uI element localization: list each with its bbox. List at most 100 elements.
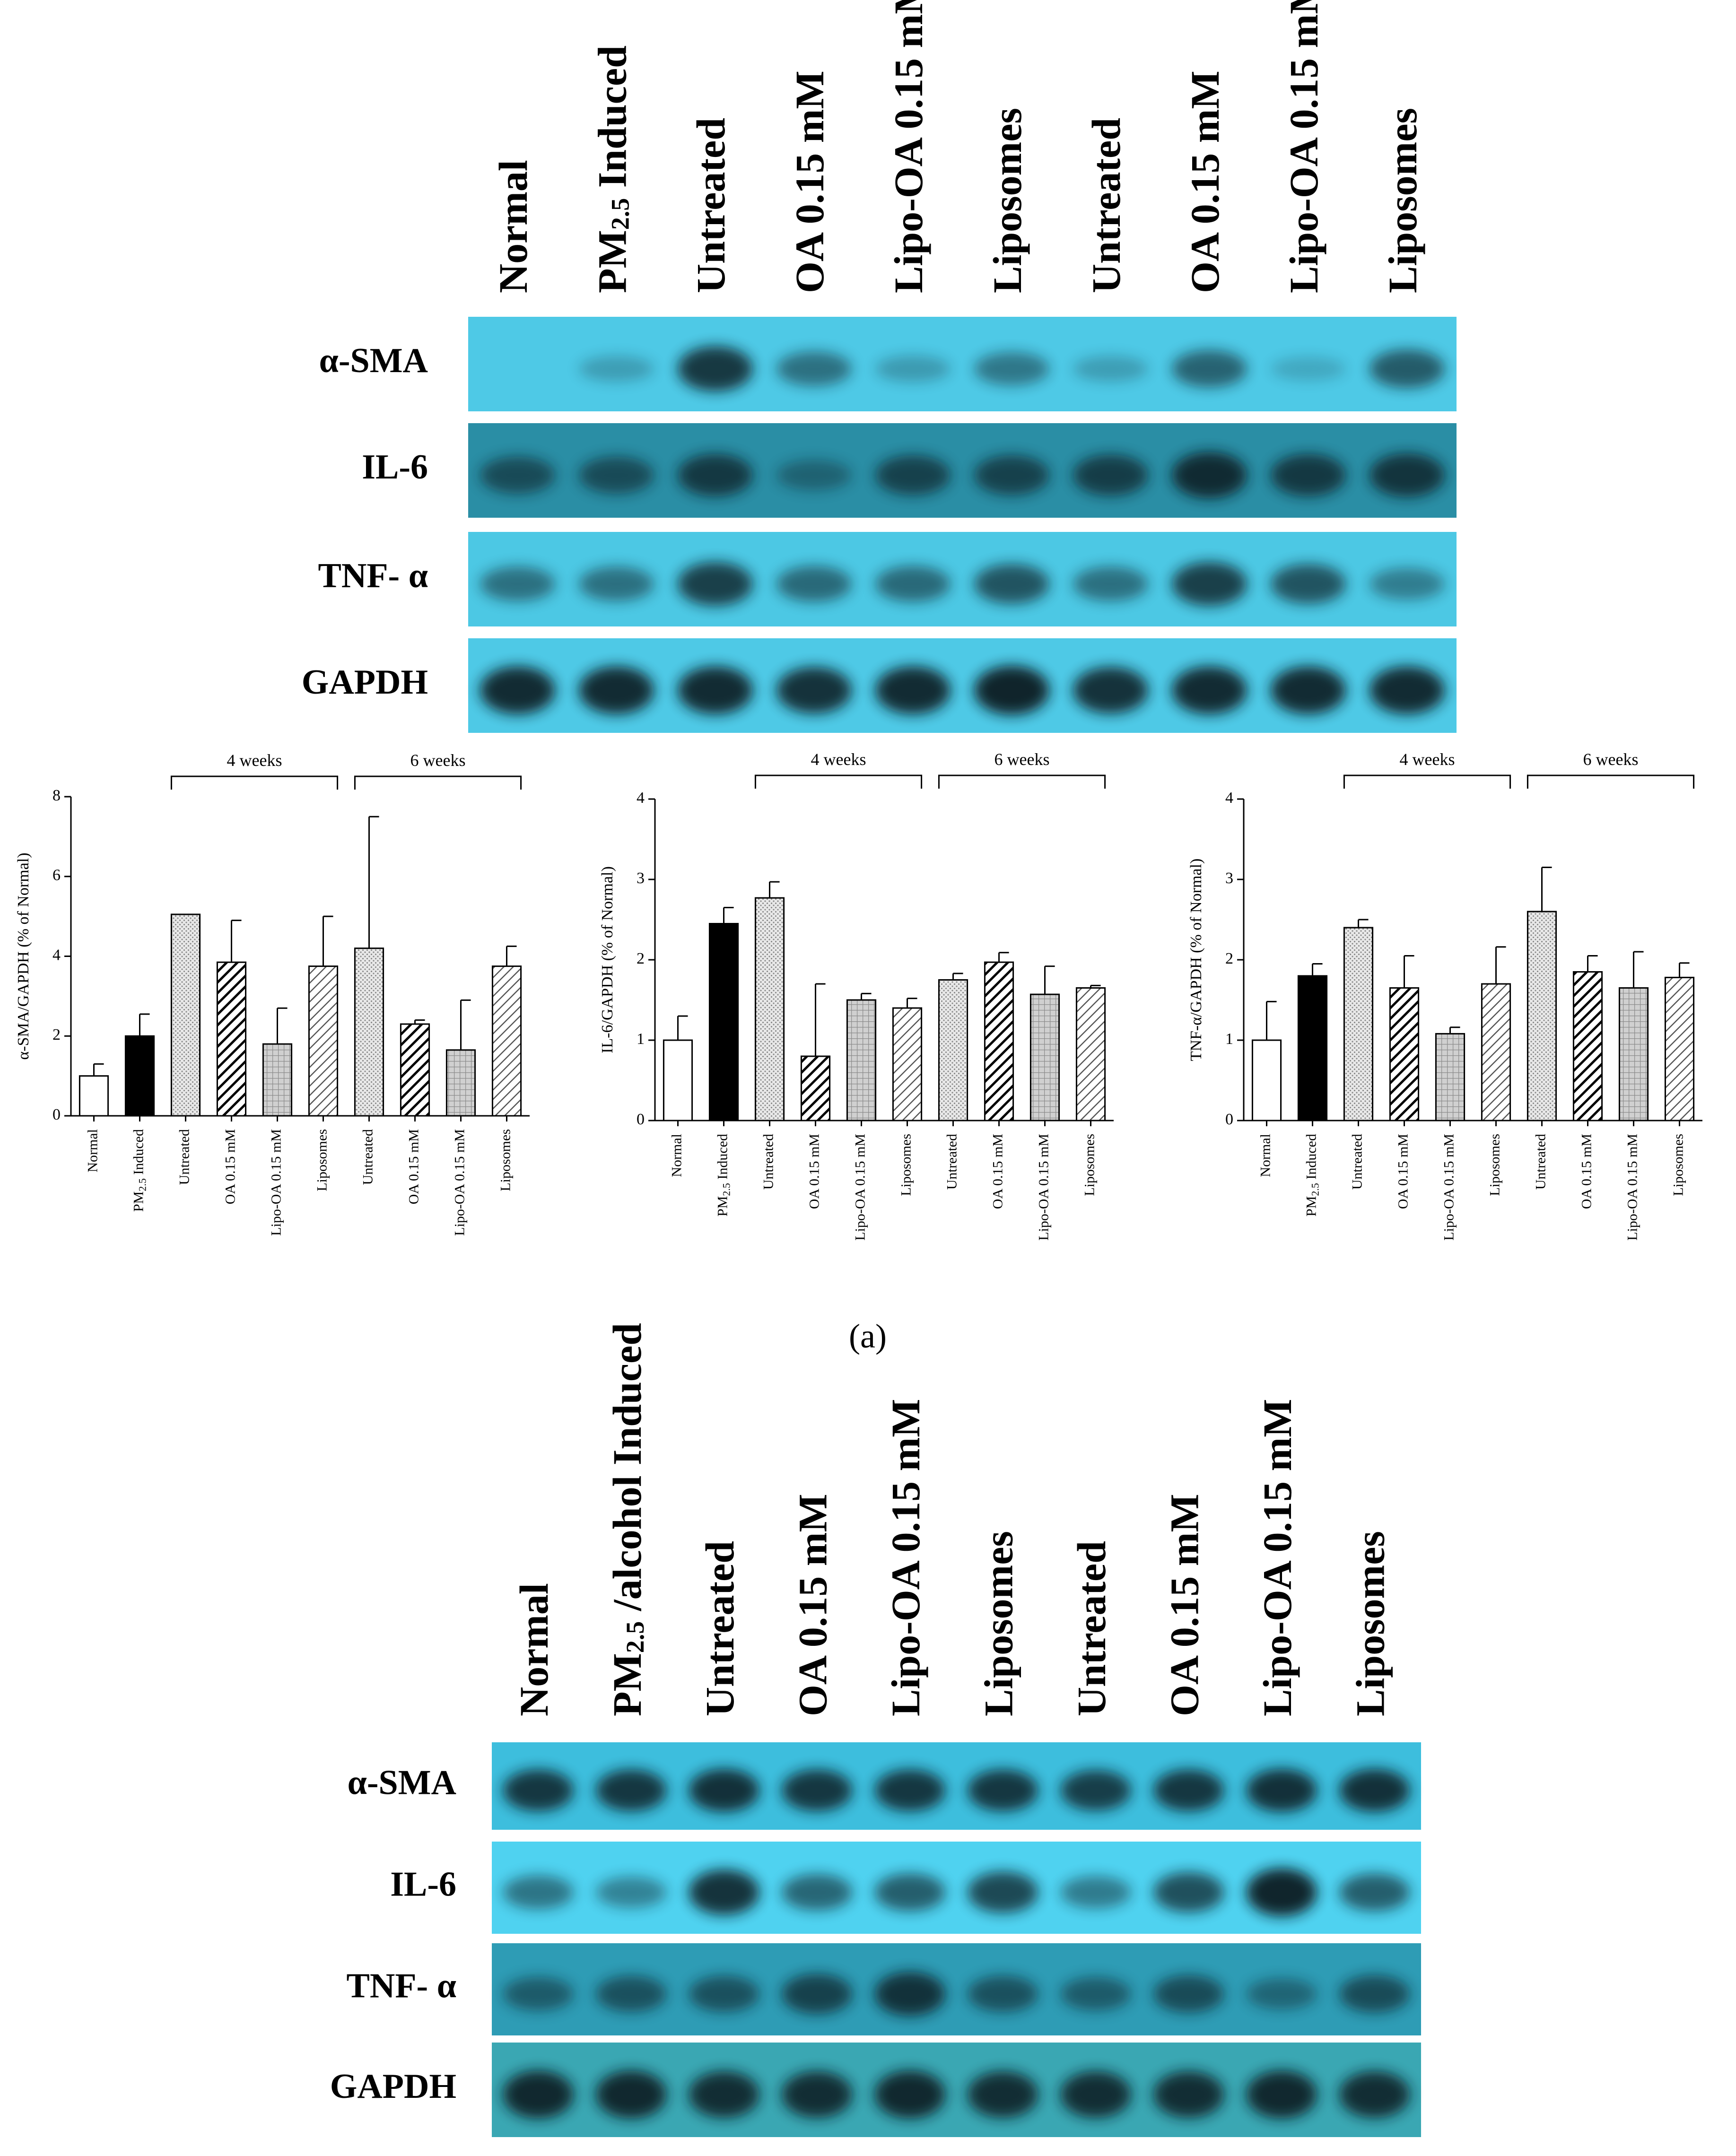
band	[1073, 667, 1148, 714]
bar-6	[892, 1007, 923, 1121]
band	[579, 666, 654, 714]
x-tick-label-1: Normal	[1257, 1134, 1273, 1177]
lane-label-5: Lipo-OA 0.15 mM	[883, 1399, 928, 1716]
x-tick-label-10: Liposomes	[497, 1129, 513, 1191]
bar-4	[1389, 987, 1420, 1121]
band	[1060, 1876, 1131, 1909]
panel-caption: (a)	[849, 1317, 887, 1355]
group-label-1: 4 weeks	[1400, 750, 1455, 769]
bar-3	[754, 897, 785, 1121]
lane-label-7: Untreated	[1069, 1541, 1114, 1716]
y-tick-label: 2	[1225, 950, 1233, 967]
group-bracket-1	[754, 774, 923, 789]
x-tick-label-5: Lipo-OA 0.15 mM	[1441, 1134, 1457, 1241]
band	[1271, 666, 1346, 714]
band	[1339, 1769, 1410, 1812]
x-tick-label-7: Untreated	[1533, 1134, 1548, 1190]
x-tick-label-3: Untreated	[760, 1134, 776, 1190]
x-tick-label-2: PM2.5 Induced	[1303, 1134, 1321, 1217]
x-tick-label-1: Normal	[85, 1129, 100, 1173]
band	[782, 1874, 853, 1911]
western-blot-b: Normal PM2.5 /alcohol Induced Untreated OA …	[330, 1323, 1421, 2137]
x-tick-label-8: OA 0.15 mM	[990, 1134, 1005, 1209]
y-tick-label: 0	[52, 1106, 61, 1123]
lane-label-2: PM2.5 Induced	[589, 45, 635, 293]
x-tick-label-3: Untreated	[1349, 1134, 1365, 1190]
y-tick-label: 4	[637, 789, 645, 807]
x-tick-label-6: Liposomes	[898, 1134, 914, 1196]
band	[874, 1873, 945, 1912]
band	[874, 2070, 945, 2119]
band	[579, 566, 654, 601]
bar-8	[984, 961, 1014, 1121]
y-tick-label: 3	[1225, 869, 1233, 887]
y-tick-label: 6	[52, 867, 61, 884]
x-tick-label-8: OA 0.15 mM	[406, 1129, 421, 1204]
bar-4	[800, 1055, 831, 1121]
western-blot-a: Normal PM2.5 Induced Untreated OA 0.15 mM Li…	[302, 0, 1457, 733]
band	[1246, 1978, 1317, 2010]
band	[974, 564, 1049, 604]
bar-10	[1075, 987, 1106, 1121]
band	[579, 356, 654, 382]
x-tick-label-9: Lipo-OA 0.15 mM	[452, 1129, 467, 1236]
bar-2	[124, 1035, 155, 1117]
band	[776, 667, 852, 714]
blot-row-label-2: IL-6	[362, 448, 428, 487]
bar-3	[170, 913, 201, 1117]
band	[503, 1977, 574, 2011]
bar-8	[400, 1023, 430, 1117]
x-tick-label-2: PM2.5 Induced	[715, 1134, 732, 1217]
group-label-2: 6 weeks	[1583, 750, 1639, 769]
x-tick-label-4: OA 0.15 mM	[1395, 1134, 1411, 1209]
lane-label-3: Untreated	[697, 1541, 742, 1716]
bar-6	[308, 965, 339, 1117]
band	[480, 566, 555, 601]
band	[1172, 452, 1247, 499]
band	[1073, 356, 1148, 382]
x-tick-label-1: Normal	[669, 1134, 684, 1177]
lane-label-8: OA 0.15 mM	[1182, 70, 1228, 293]
band	[689, 1975, 759, 2012]
band	[1172, 562, 1247, 606]
x-tick-label-8: OA 0.15 mM	[1579, 1134, 1594, 1209]
band	[1370, 453, 1445, 497]
lane-label-9: Lipo-OA 0.15 mM	[1255, 1399, 1300, 1716]
group-label-1: 4 weeks	[227, 751, 282, 770]
band	[1060, 1977, 1131, 2011]
blot-row-label-3: TNF- α	[347, 1966, 456, 2005]
band	[874, 1972, 945, 2016]
band	[782, 1769, 853, 1811]
band	[776, 460, 852, 491]
y-tick-label: 0	[1225, 1111, 1233, 1128]
group-label-1: 4 weeks	[811, 750, 866, 769]
band	[875, 455, 951, 496]
band	[1246, 2070, 1317, 2119]
band	[1060, 1770, 1131, 1811]
y-tick-label: 2	[637, 950, 645, 967]
x-tick-label-6: Liposomes	[1487, 1134, 1502, 1196]
x-tick-label-10: Liposomes	[1670, 1134, 1686, 1196]
band	[968, 1975, 1038, 2012]
band	[689, 2071, 759, 2118]
band	[596, 1769, 667, 1811]
band	[776, 351, 852, 386]
group-label-2: 6 weeks	[410, 751, 466, 770]
bar-10	[491, 965, 522, 1117]
lane-label-1: Normal	[490, 160, 536, 293]
x-tick-label-2: PM2.5 Induced	[131, 1129, 148, 1212]
lane-label-1: Normal	[511, 1583, 557, 1716]
band	[1153, 1872, 1224, 1913]
band	[776, 566, 852, 602]
bar-6	[1481, 983, 1511, 1121]
band	[968, 2071, 1038, 2118]
band	[1370, 568, 1445, 600]
band	[974, 666, 1049, 715]
band	[579, 456, 654, 494]
lane-label-2: PM2.5 /alcohol Induced	[604, 1323, 649, 1716]
x-tick-label-9: Lipo-OA 0.15 mM	[1624, 1134, 1640, 1241]
band	[1073, 454, 1148, 496]
lane-label-3: Untreated	[688, 118, 733, 293]
band	[1339, 2071, 1410, 2118]
band	[1073, 566, 1148, 601]
